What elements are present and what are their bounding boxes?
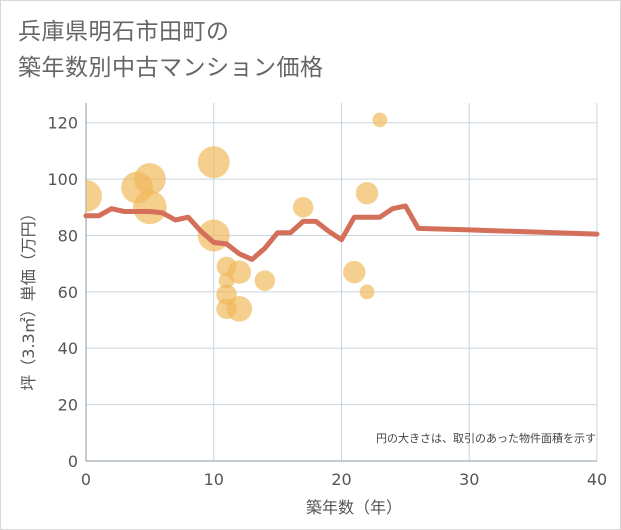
y-tick-label-2: 40: [58, 339, 78, 358]
bubble-4: [197, 146, 230, 179]
bubble-12: [254, 270, 276, 291]
title-line-2: 築年数別中古マンション価格: [18, 55, 324, 81]
bubble-16: [359, 284, 375, 300]
bubble-layer: [86, 112, 388, 322]
bubble-10: [227, 260, 252, 284]
y-axis-label: 坪（3.3㎡）単価（万円）: [19, 205, 38, 390]
title-line-1: 兵庫県明石市田町の: [18, 19, 230, 45]
bubble-group: [86, 112, 388, 322]
x-tick-label-2: 20: [331, 470, 351, 489]
bubble-14: [343, 260, 366, 284]
chart-title: 兵庫県明石市田町の 築年数別中古マンション価格: [18, 14, 324, 86]
bubble-3: [133, 190, 167, 225]
bubble-11: [226, 295, 253, 322]
bubble-17: [372, 112, 388, 128]
bubble-size-note: 円の大きさは、取引のあった物件面積を示す: [376, 431, 596, 445]
y-tick-label-5: 100: [47, 170, 78, 189]
x-axis-label: 築年数（年）: [306, 498, 402, 517]
x-tick-label-4: 40: [587, 470, 607, 489]
y-tick-labels: 0 20 40 60 80 100 120: [47, 114, 78, 471]
x-tick-label-1: 10: [204, 470, 224, 489]
y-tick-label-3: 60: [58, 283, 78, 302]
x-tick-label-0: 0: [81, 470, 91, 489]
x-tick-label-3: 30: [459, 470, 479, 489]
x-tick-labels: 0 10 20 30 40: [81, 470, 607, 489]
y-tick-label-0: 0: [68, 452, 78, 471]
bubble-13: [292, 197, 314, 218]
average-price-line: [83, 203, 600, 262]
bubble-15: [355, 182, 379, 205]
y-tick-label-1: 20: [58, 396, 78, 415]
y-tick-label-4: 80: [58, 226, 78, 245]
bubble-0: [86, 180, 102, 212]
grid-lines: [85, 103, 598, 462]
bubble-2: [133, 163, 166, 196]
y-tick-label-6: 120: [47, 114, 78, 133]
